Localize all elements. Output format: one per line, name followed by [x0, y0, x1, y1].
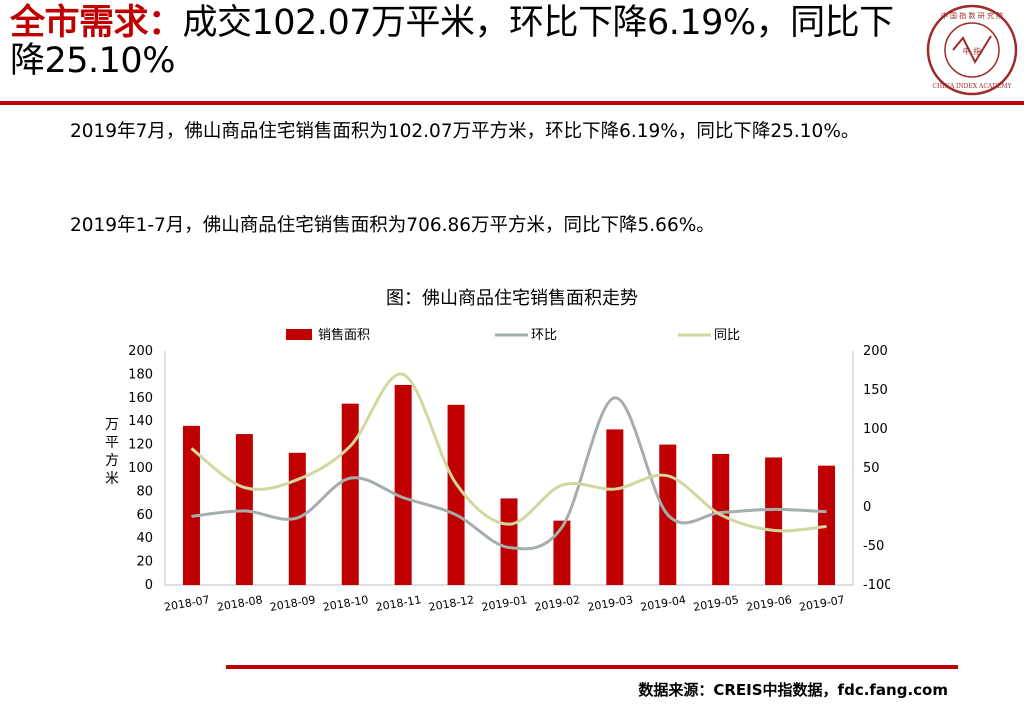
bar [341, 403, 359, 585]
x-tick-label: 2019-04 [639, 593, 687, 614]
y-tick-label: 60 [136, 508, 153, 523]
legend-swatch-sales [286, 329, 312, 340]
x-tick-label: 2018-08 [216, 593, 264, 614]
legend-label-yoy: 同比 [714, 328, 740, 343]
bar [500, 498, 518, 585]
y2-tick-label: 200 [863, 344, 888, 359]
x-tick-label: 2018-10 [322, 593, 370, 614]
y-tick-label: 40 [136, 531, 153, 546]
x-tick-label: 2019-03 [586, 593, 634, 614]
x-tick-label: 2018-12 [428, 593, 476, 614]
legend-label-mom: 环比 [531, 328, 557, 343]
paragraph-2: 2019年1-7月，佛山商品住宅销售面积为706.86万平方米，同比下降5.66… [10, 209, 1010, 243]
yoy-line [190, 372, 827, 533]
mom-line [191, 396, 827, 551]
y2-tick-label: 0 [863, 500, 871, 515]
china-index-academy-logo: 中 国 指 数 研 究 院 中 指 CHINA INDEX ACADEMY [926, 4, 1018, 96]
bar [182, 425, 200, 585]
x-tick-label: 2019-07 [798, 593, 846, 614]
paragraph-2-text: 2019年1-7月，佛山商品住宅销售面积为706.86万平方米，同比下降5.66… [70, 215, 715, 236]
logo-english-text: CHINA INDEX ACADEMY [932, 83, 1012, 90]
x-tick-label: 2019-01 [481, 593, 529, 614]
chart-title: 图：佛山商品住宅销售面积走势 [386, 288, 638, 309]
paragraph-1-text: 2019年7月，佛山商品住宅销售面积为102.07万平方米，环比下降6.19%，… [70, 121, 860, 142]
bar [818, 465, 836, 585]
y2-tick-label: -50 [863, 539, 884, 554]
y-tick-label: 120 [128, 438, 153, 453]
y2-tick-label: 100 [863, 422, 888, 437]
logo-chinese-text: 中 国 指 数 研 究 院 [941, 11, 1003, 20]
y-tick-label: 140 [128, 414, 153, 429]
x-tick-label: 2018-11 [375, 593, 423, 614]
y-tick-label: 20 [136, 555, 153, 570]
bar [712, 453, 730, 585]
title-divider [0, 101, 1024, 105]
page-title: 全市需求：成交102.07万平米，环比下降6.19%，同比下降25.10% [10, 4, 910, 80]
legend-label-sales: 销售面积 [318, 327, 370, 343]
bar [553, 520, 571, 585]
title-highlight: 全市需求： [10, 3, 183, 43]
bar [606, 429, 624, 585]
source-note: 数据来源：CREIS中指数据，fdc.fang.com [638, 681, 948, 699]
y-tick-label: 100 [128, 461, 153, 476]
bar [765, 457, 783, 585]
y-tick-label: 80 [136, 484, 153, 499]
y-tick-label: 180 [128, 367, 153, 382]
y2-tick-label: 50 [863, 461, 880, 476]
x-tick-label: 2019-05 [692, 593, 740, 614]
footer-divider [226, 665, 958, 669]
paragraph-1: 2019年7月，佛山商品住宅销售面积为102.07万平方米，环比下降6.19%，… [10, 115, 1010, 149]
title-text: 成交102.07万平米，环比下降6.19%，同比下降25.10% [10, 3, 894, 81]
logo-center-text: 中 指 [963, 46, 982, 56]
sales-area-chart: 0 20 40 60 80 100 120 140 160 180 200 -100 -50 0 50 100… [105, 327, 890, 614]
x-tick-label: 2018-09 [269, 593, 317, 614]
x-tick-label: 2019-06 [745, 593, 793, 614]
bar [394, 384, 412, 585]
y-tick-label: 160 [128, 391, 153, 406]
y2-tick-label: -100 [863, 578, 890, 593]
y2-tick-label: 150 [863, 383, 888, 398]
y-axis-label: 万平方米 [105, 417, 119, 487]
y-tick-label: 0 [145, 578, 153, 593]
x-tick-label: 2018-07 [163, 593, 211, 614]
bar [447, 404, 465, 585]
x-tick-label: 2019-02 [534, 593, 582, 614]
y-tick-label: 200 [128, 344, 153, 359]
